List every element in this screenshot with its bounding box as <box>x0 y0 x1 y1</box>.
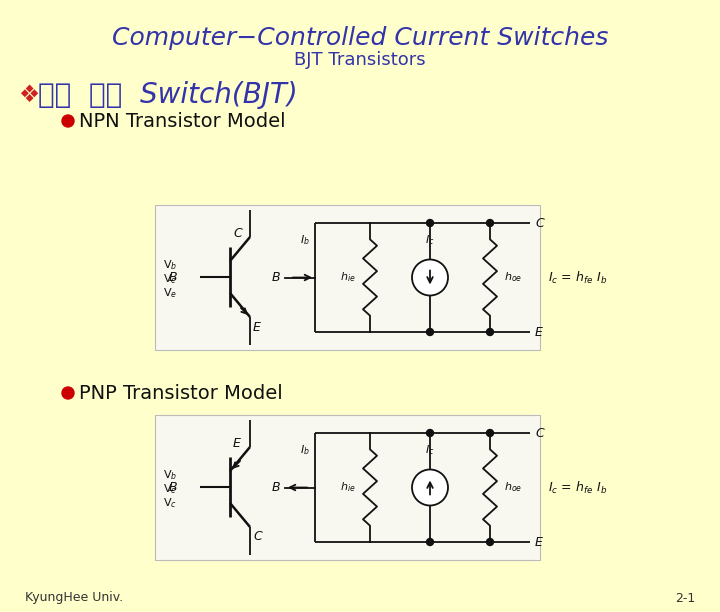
Circle shape <box>426 329 433 335</box>
Text: ❖: ❖ <box>18 83 39 107</box>
Circle shape <box>426 220 433 226</box>
Text: h$_{oe}$: h$_{oe}$ <box>504 271 522 285</box>
Text: NPN Transistor Model: NPN Transistor Model <box>79 111 286 130</box>
Text: I$_b$: I$_b$ <box>300 443 310 457</box>
Text: B: B <box>271 271 280 284</box>
Text: E: E <box>253 321 261 334</box>
Circle shape <box>487 539 493 545</box>
Bar <box>155 205 540 350</box>
Text: h$_{ie}$: h$_{ie}$ <box>341 480 356 494</box>
Circle shape <box>426 430 433 436</box>
Circle shape <box>487 220 493 226</box>
Circle shape <box>487 329 493 335</box>
Circle shape <box>426 539 433 545</box>
Text: B: B <box>168 271 177 283</box>
Text: I$_b$: I$_b$ <box>300 233 310 247</box>
Text: I$_c$ = h$_{fe}$ I$_b$: I$_c$ = h$_{fe}$ I$_b$ <box>548 479 607 496</box>
Text: KyungHee Univ.: KyungHee Univ. <box>25 592 123 605</box>
Text: h$_{ie}$: h$_{ie}$ <box>341 271 356 285</box>
Text: C: C <box>233 226 242 239</box>
Text: I$_c$ = h$_{fe}$ I$_b$: I$_c$ = h$_{fe}$ I$_b$ <box>548 269 607 286</box>
Text: I$_c$: I$_c$ <box>426 233 435 247</box>
Text: V$_c$: V$_c$ <box>163 496 177 510</box>
Text: Computer−Controlled Current Switches: Computer−Controlled Current Switches <box>112 26 608 50</box>
Text: B: B <box>271 481 280 494</box>
Text: 2-1: 2-1 <box>675 592 695 605</box>
Text: h$_{oe}$: h$_{oe}$ <box>504 480 522 494</box>
Circle shape <box>62 115 74 127</box>
Circle shape <box>487 430 493 436</box>
Text: BJT Transistors: BJT Transistors <box>294 51 426 69</box>
Text: I$_c$: I$_c$ <box>426 443 435 457</box>
Text: PNP Transistor Model: PNP Transistor Model <box>79 384 283 403</box>
Text: V$_e$: V$_e$ <box>163 286 177 300</box>
Text: V$_b$: V$_b$ <box>163 258 177 272</box>
Text: V$_c$: V$_c$ <box>163 482 177 496</box>
Text: E: E <box>535 326 543 338</box>
Circle shape <box>412 259 448 296</box>
Text: C: C <box>535 427 544 439</box>
Text: 전류  제어  Switch(BJT): 전류 제어 Switch(BJT) <box>38 81 298 109</box>
Circle shape <box>62 387 74 399</box>
Text: V$_c$: V$_c$ <box>163 272 177 286</box>
Text: B: B <box>168 480 177 493</box>
Text: V$_b$: V$_b$ <box>163 468 177 482</box>
Bar <box>155 415 540 560</box>
Text: E: E <box>535 536 543 548</box>
Text: C: C <box>253 531 262 543</box>
Text: E: E <box>233 436 241 449</box>
Text: C: C <box>535 217 544 230</box>
Circle shape <box>412 469 448 506</box>
